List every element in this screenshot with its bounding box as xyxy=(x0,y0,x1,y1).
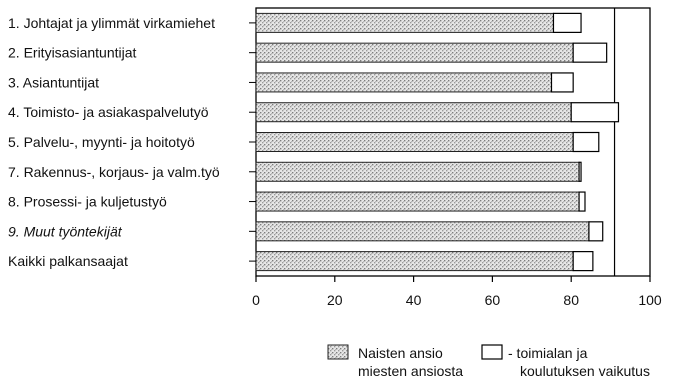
legend: Naisten ansio miesten ansiosta - toimialan… xyxy=(327,344,650,379)
category-label: 7. Rakennus-, korjaus- ja valm.työ xyxy=(8,164,220,180)
y-axis-ticks xyxy=(249,22,256,262)
bar-naisten-ansio xyxy=(255,251,574,272)
bar-naisten-ansio xyxy=(255,191,580,212)
category-label: Kaikki palkansaajat xyxy=(8,253,128,269)
category-label: 3. Asiantuntijat xyxy=(8,74,99,90)
x-axis: 0 20 40 60 80 100 xyxy=(252,276,662,308)
category-label: 1. Johtajat ja ylimmät virkamiehet xyxy=(8,15,215,31)
bar-naisten-ansio xyxy=(255,221,590,242)
legend-label-toimialan-vaikutus: koulutuksen vaikutus xyxy=(520,363,650,379)
x-tick-label: 100 xyxy=(638,292,662,308)
bar-toimialan-vaikutus xyxy=(550,72,574,93)
bar-toimialan-vaikutus xyxy=(572,42,608,63)
bar-naisten-ansio xyxy=(255,42,574,63)
bar-toimialan-vaikutus xyxy=(572,131,600,153)
legend-label-toimialan-vaikutus: - toimialan ja xyxy=(508,345,588,361)
x-tick-label: 0 xyxy=(252,292,260,308)
x-tick-label: 40 xyxy=(406,292,422,308)
bars xyxy=(255,12,620,272)
bar-naisten-ansio xyxy=(255,132,574,152)
category-label: 2. Erityisasiantuntijat xyxy=(8,45,137,61)
bar-toimialan-vaikutus xyxy=(572,251,594,272)
bar-naisten-ansio xyxy=(255,102,572,123)
bar-toimialan-vaikutus xyxy=(552,12,582,33)
bar-naisten-ansio xyxy=(255,161,580,182)
category-label: 5. Palvelu-, myynti- ja hoitotyö xyxy=(8,134,195,150)
category-label: 9. Muut työntekijät xyxy=(8,223,123,239)
bar-toimialan-vaikutus xyxy=(588,221,604,242)
category-label: 8. Prosessi- ja kuljetustyö xyxy=(8,194,167,210)
bar-naisten-ansio xyxy=(255,12,554,33)
bar-naisten-ansio xyxy=(255,72,552,93)
category-labels: 1. Johtajat ja ylimmät virkamiehet 2. Eri… xyxy=(8,15,220,269)
bar-toimialan-vaikutus xyxy=(578,191,586,212)
x-tick-label: 80 xyxy=(563,292,579,308)
x-tick-label: 20 xyxy=(327,292,343,308)
bar-toimialan-vaikutus xyxy=(578,161,582,182)
bar-toimialan-vaikutus xyxy=(570,102,620,123)
legend-swatch-toimialan-vaikutus xyxy=(481,344,503,360)
legend-swatch-naisten-ansio xyxy=(327,344,349,360)
category-label: 4. Toimisto- ja asiakaspalvelutyö xyxy=(8,104,209,120)
legend-label-naisten-ansio: miesten ansiosta xyxy=(358,363,463,379)
x-tick-label: 60 xyxy=(485,292,501,308)
legend-label-naisten-ansio: Naisten ansio xyxy=(358,345,443,361)
